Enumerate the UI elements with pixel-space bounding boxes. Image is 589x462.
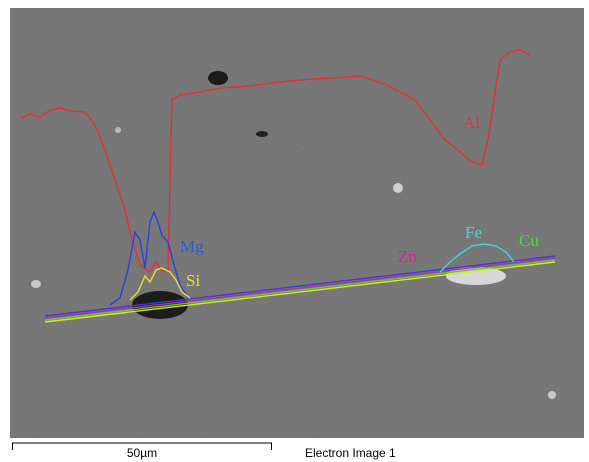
mg-label: Mg (180, 237, 204, 256)
particle (548, 391, 556, 399)
particle (393, 183, 403, 193)
scale-bar-label: 50µm (127, 446, 157, 460)
sem-figure: Al Mg Si Zn Fe Cu 50µm Electron Image 1 (0, 0, 589, 462)
pore (208, 71, 228, 85)
cu-label: Cu (519, 231, 539, 250)
particle (115, 127, 121, 133)
zn-label: Zn (398, 247, 417, 266)
pore (256, 131, 268, 137)
particle (31, 280, 41, 288)
image-caption: Electron Image 1 (305, 446, 396, 460)
al-label: Al (463, 113, 480, 132)
fe-label: Fe (465, 223, 482, 242)
si-label: Si (186, 271, 200, 290)
